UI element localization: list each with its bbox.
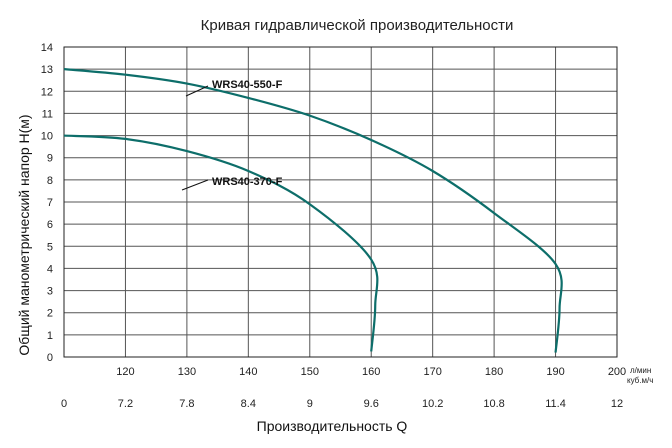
y-tick-label: 14 — [41, 42, 53, 54]
x-tick-label: 150 — [301, 366, 319, 378]
series-label: WRS40-550-F — [212, 79, 283, 91]
y-tick-label: 10 — [41, 131, 53, 143]
x-tick-label: 140 — [239, 366, 257, 378]
series-label-leader — [181, 179, 209, 191]
x-secondary-tick-label: 9.6 — [364, 398, 379, 410]
y-tick-label: 3 — [47, 286, 53, 298]
y-tick-label: 9 — [47, 153, 53, 165]
grid — [63, 46, 618, 358]
x-secondary-tick-label: 8.4 — [241, 398, 256, 410]
y-tick-label: 8 — [47, 175, 53, 187]
series-label: WRS40-370-F — [212, 176, 283, 188]
y-tick-label: 6 — [47, 219, 53, 231]
x-secondary-tick-label: 11.4 — [545, 398, 566, 410]
x-secondary-tick-label: 12 — [611, 398, 623, 410]
x-tick-label: 190 — [546, 366, 564, 378]
x-tick-label: 120 — [116, 366, 134, 378]
y-tick-label: 13 — [41, 64, 53, 76]
x-unit-primary: л/мин — [630, 366, 651, 375]
x-secondary-tick-label: 0 — [61, 398, 67, 410]
series-line — [63, 134, 379, 352]
x-secondary-tick-label: 10.8 — [483, 398, 504, 410]
chart-title: Кривая гидравлической производительности — [201, 17, 514, 34]
plot-frame — [63, 46, 618, 358]
y-tick-label: 0 — [47, 352, 53, 364]
y-tick-label: 7 — [47, 197, 53, 209]
series-label-leader — [185, 85, 209, 97]
y-tick-label: 11 — [42, 108, 53, 120]
tick-labels: 01207.21307.81408.415091609.617010.21801… — [41, 42, 626, 410]
series-line — [63, 68, 563, 353]
y-tick-label: 1 — [47, 330, 53, 342]
x-tick-label: 180 — [485, 366, 503, 378]
x-secondary-tick-label: 9 — [307, 398, 313, 410]
x-secondary-tick-label: 7.2 — [118, 398, 133, 410]
y-tick-label: 4 — [47, 263, 53, 275]
y-tick-label: 5 — [47, 241, 53, 253]
y-axis-label: Общий манометрический напор H(м) — [16, 114, 32, 355]
x-tick-label: 200 — [608, 366, 626, 378]
x-tick-label: 160 — [362, 366, 380, 378]
curves: WRS40-550-F WRS40-370-F — [63, 68, 563, 353]
x-tick-label: 170 — [423, 366, 441, 378]
x-secondary-tick-label: 7.8 — [179, 398, 194, 410]
x-unit-secondary: куб.м/ч — [627, 376, 653, 385]
y-tick-label: 2 — [47, 308, 53, 320]
y-tick-label: 12 — [41, 86, 53, 98]
x-secondary-tick-label: 10.2 — [422, 398, 443, 410]
x-tick-label: 130 — [178, 366, 196, 378]
x-axis-label: Производительность Q — [257, 418, 408, 434]
